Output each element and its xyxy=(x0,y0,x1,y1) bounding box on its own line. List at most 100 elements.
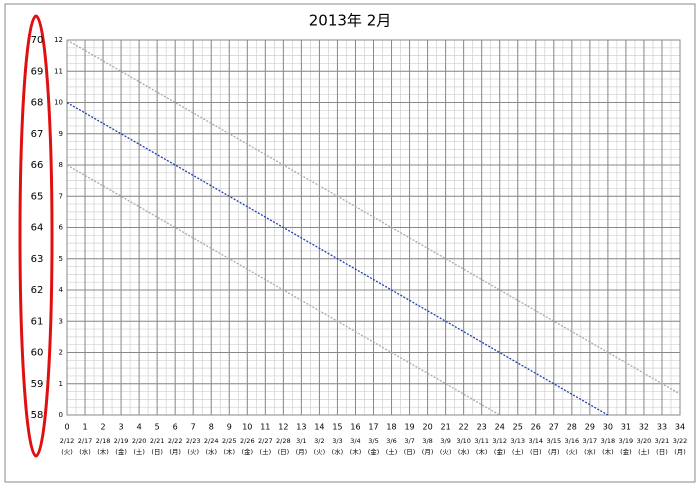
x-tick-label: 21 xyxy=(441,423,451,432)
x-tick-label: 6 xyxy=(173,423,178,432)
x-tick-label: 16 xyxy=(350,423,360,432)
x-tick-label: 30 xyxy=(603,423,613,432)
weekday-label: (水) xyxy=(584,447,596,456)
y-tick-label: 6 xyxy=(59,224,64,232)
y2-tick-label: 58 xyxy=(31,410,44,421)
plot-border xyxy=(66,39,681,416)
date-label: 3/6 xyxy=(386,437,396,445)
weekday-label: (火) xyxy=(566,448,578,456)
date-label: 2/20 xyxy=(132,437,147,445)
data-line xyxy=(66,164,501,416)
weekday-label: (土) xyxy=(638,447,650,456)
date-label: 3/3 xyxy=(332,437,342,445)
weekday-label: (木) xyxy=(223,447,235,456)
date-label: 3/13 xyxy=(510,437,525,445)
weekday-label: (金) xyxy=(620,447,632,456)
weekday-label: (水) xyxy=(458,447,470,456)
x-tick-label: 0 xyxy=(64,423,69,432)
y2-tick-label: 62 xyxy=(31,285,44,296)
weekday-label: (火) xyxy=(187,448,199,456)
x-tick-label: 14 xyxy=(314,423,324,432)
x-tick-label: 27 xyxy=(549,423,559,432)
date-label: 3/18 xyxy=(601,437,616,445)
y-tick-label: 1 xyxy=(59,380,63,388)
date-label: 3/5 xyxy=(368,437,378,445)
x-tick-label: 4 xyxy=(137,423,142,432)
y-tick-label: 10 xyxy=(54,99,63,107)
y-tick-label: 4 xyxy=(59,286,64,294)
x-tick-label: 22 xyxy=(459,423,469,432)
y-tick-label: 9 xyxy=(59,130,63,138)
x-tick-label: 10 xyxy=(242,423,252,432)
x-tick-label: 13 xyxy=(296,423,306,432)
date-label: 3/22 xyxy=(673,437,688,445)
weekday-label: (月) xyxy=(548,448,560,456)
y2-tick-label: 67 xyxy=(31,129,44,140)
weekday-label: (日) xyxy=(656,448,668,456)
y2-tick-label: 65 xyxy=(31,191,44,202)
date-label: 3/15 xyxy=(546,437,561,445)
weekday-label: (日) xyxy=(278,448,290,456)
x-tick-label: 28 xyxy=(567,423,577,432)
weekday-label: (金) xyxy=(115,447,127,456)
y-tick-label: 5 xyxy=(59,255,63,263)
date-label: 2/21 xyxy=(150,437,165,445)
date-label: 2/23 xyxy=(186,437,201,445)
x-tick-label: 12 xyxy=(278,423,288,432)
x-tick-label: 20 xyxy=(422,423,432,432)
y2-tick-label: 69 xyxy=(31,66,44,77)
y2-tick-label: 70 xyxy=(31,35,44,46)
x-tick-label: 1 xyxy=(82,423,87,432)
weekday-label: (土) xyxy=(512,447,524,456)
weekday-label: (月) xyxy=(674,448,686,456)
x-tick-label: 34 xyxy=(675,423,685,432)
weekday-label: (火) xyxy=(314,448,326,456)
x-tick-label: 7 xyxy=(191,423,196,432)
x-tick-label: 24 xyxy=(495,423,505,432)
weekday-label: (月) xyxy=(422,448,434,456)
x-tick-label: 23 xyxy=(477,423,487,432)
date-label: 3/9 xyxy=(440,437,450,445)
y2-tick-label: 68 xyxy=(31,98,44,109)
x-tick-label: 31 xyxy=(621,423,631,432)
highlight-oval xyxy=(18,14,54,458)
weekday-label: (金) xyxy=(368,447,380,456)
weekday-label: (日) xyxy=(404,448,416,456)
y2-tick-label: 64 xyxy=(31,223,44,234)
chart-title: 2013年 2月 xyxy=(309,12,392,30)
weekday-label: (木) xyxy=(476,447,488,456)
weekday-label: (水) xyxy=(205,447,217,456)
y-tick-label: 2 xyxy=(59,349,63,357)
y-tick-label: 3 xyxy=(59,317,63,325)
date-label: 3/14 xyxy=(528,437,543,445)
weekday-label: (土) xyxy=(133,447,145,456)
weekday-label: (木) xyxy=(97,447,109,456)
weekday-label: (水) xyxy=(332,447,344,456)
y2-tick-label: 61 xyxy=(31,316,44,327)
date-label: 3/11 xyxy=(474,437,489,445)
x-tick-label: 2 xyxy=(101,423,106,432)
date-label: 3/10 xyxy=(456,437,471,445)
weekday-label: (火) xyxy=(61,448,73,456)
date-label: 3/2 xyxy=(314,437,324,445)
date-label: 2/19 xyxy=(114,437,129,445)
weekday-label: (日) xyxy=(530,448,542,456)
x-tick-label: 15 xyxy=(332,423,342,432)
x-tick-label: 11 xyxy=(260,423,270,432)
date-label: 2/22 xyxy=(168,437,183,445)
date-label: 3/4 xyxy=(350,437,360,445)
weekday-label: (木) xyxy=(602,447,614,456)
data-line xyxy=(66,39,681,395)
date-label: 2/18 xyxy=(96,437,111,445)
x-tick-label: 26 xyxy=(531,423,541,432)
date-label: 3/12 xyxy=(492,437,507,445)
date-label: 3/7 xyxy=(404,437,414,445)
date-label: 2/17 xyxy=(78,437,93,445)
date-label: 3/8 xyxy=(422,437,432,445)
date-label: 3/21 xyxy=(655,437,670,445)
weekday-label: (金) xyxy=(242,447,254,456)
x-tick-label: 18 xyxy=(386,423,396,432)
weekday-label: (火) xyxy=(440,448,452,456)
date-label: 3/20 xyxy=(637,437,652,445)
